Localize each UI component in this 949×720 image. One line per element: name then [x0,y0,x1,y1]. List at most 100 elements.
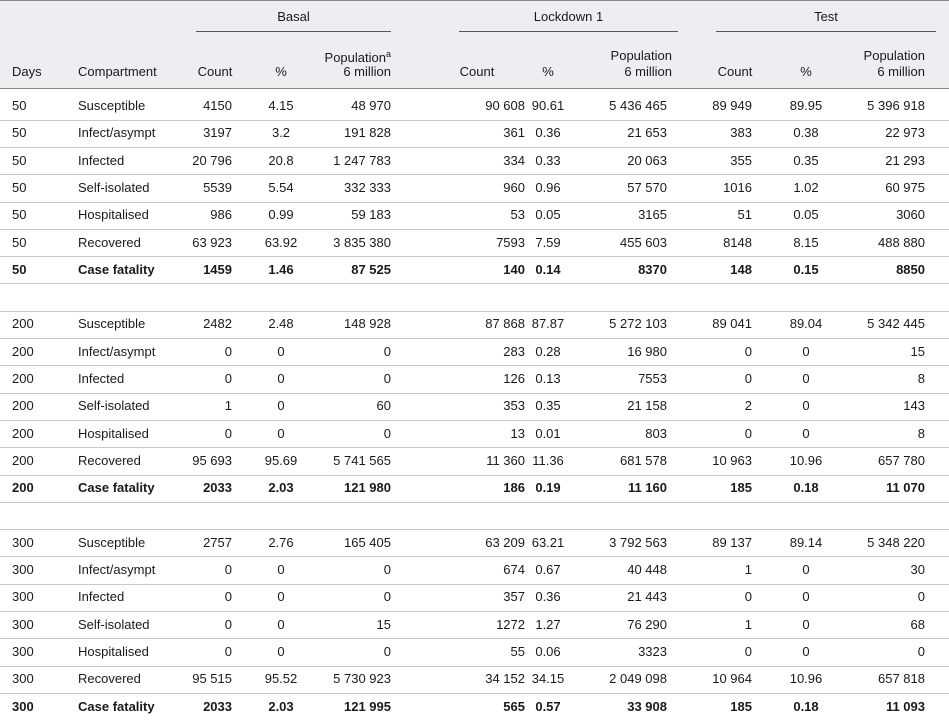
cell: 11 160 [627,480,667,496]
row-rule [0,393,949,394]
cell: 3323 [638,644,667,659]
cell: 95.69 [264,452,298,468]
cell: 0.15 [793,261,819,277]
row-rule [0,502,949,503]
cell: 0 [383,644,391,659]
column-header: % [275,64,287,79]
cell: 51 [737,207,752,223]
row-label: Susceptible [78,98,146,113]
cell: 57 570 [627,179,667,195]
column-header: % [542,64,554,79]
cell: 95.52 [264,671,298,687]
cell: 0 [802,398,810,414]
cell: 0 [277,398,285,414]
cell: 488 880 [878,234,925,250]
cell: 5 436 465 [609,98,667,113]
row-rule [0,174,949,175]
row-rule [0,365,949,366]
cell: 3 835 380 [333,234,391,250]
cell: 1.27 [535,616,561,632]
cell: 0 [802,562,810,578]
cell: 3165 [638,207,667,223]
cell: 8 [917,425,925,441]
row-label: 300 [12,616,34,632]
cell: 5 348 220 [867,534,925,550]
cell: 2 049 098 [609,671,667,687]
cell: 87.87 [531,316,565,332]
cell: 95 693 [192,452,232,468]
cell: 21 653 [627,125,667,141]
row-label: Infect/asympt [78,562,156,578]
row-rule [0,420,949,421]
row-label: 50 [12,152,27,168]
cell: 0 [744,425,752,441]
cell: 1 247 783 [333,152,391,168]
cell: 20 796 [192,152,232,168]
cell: 0 [744,343,752,359]
row-rule [0,556,949,557]
cell: 0 [277,644,285,659]
cell: 191 828 [344,125,391,141]
cell: 0 [744,644,752,659]
cell: 2033 [203,698,232,714]
row-label: Case fatality [78,698,155,714]
row-rule [0,693,949,694]
row-rule [0,638,949,639]
cell: 30 [910,562,925,578]
cell: 0.18 [793,698,819,714]
cell: 89.14 [789,534,823,550]
cell: 674 [503,562,525,578]
row-label: Recovered [78,452,141,468]
cell: 185 [730,698,752,714]
cell: 0 [802,425,810,441]
cell: 11 093 [885,698,925,714]
cell: 10.96 [789,671,823,687]
cell: 0.13 [535,371,561,386]
cell: 11.36 [532,452,564,468]
cell: 1016 [723,179,752,195]
row-label: 200 [12,343,34,359]
group-rule [459,31,678,32]
cell: 34 152 [485,671,525,687]
cell: 0 [917,589,925,605]
cell: 0 [277,425,285,441]
row-rule [0,611,949,612]
cell: 0 [277,616,285,632]
cell: 8.15 [793,234,819,250]
cell: 90 608 [485,98,525,113]
cell: 0 [744,589,752,605]
cell: 22 973 [885,125,925,141]
row-label: 300 [12,671,34,687]
row-label: 50 [12,179,27,195]
row-rule [0,256,949,257]
cell: 90.61 [531,98,565,113]
cell: 0 [277,371,285,386]
cell: 89 137 [712,534,752,550]
cell: 5 730 923 [333,671,391,687]
cell: 0 [917,644,925,659]
row-rule [0,202,949,203]
cell: 0.18 [793,480,819,496]
cell: 140 [503,261,525,277]
cell: 5 272 103 [609,316,667,332]
row-label: 300 [12,644,34,659]
cell: 353 [503,398,525,414]
row-label: 200 [12,398,34,414]
cell: 5 741 565 [333,452,391,468]
column-header: Count [459,64,495,79]
cell: 48 970 [351,98,391,113]
row-label: Hospitalised [78,644,149,659]
cell: 165 405 [344,534,391,550]
cell: 1 [224,398,232,414]
row-rule [0,338,949,339]
row-label: 300 [12,698,34,714]
cell: 334 [503,152,525,168]
cell: 0 [277,562,285,578]
cell: 8850 [896,261,925,277]
column-header: 6 million [877,64,925,79]
cell: 87 525 [351,261,391,277]
cell: 0 [277,343,285,359]
cell: 0 [224,562,232,578]
column-header: 6 million [624,64,672,79]
